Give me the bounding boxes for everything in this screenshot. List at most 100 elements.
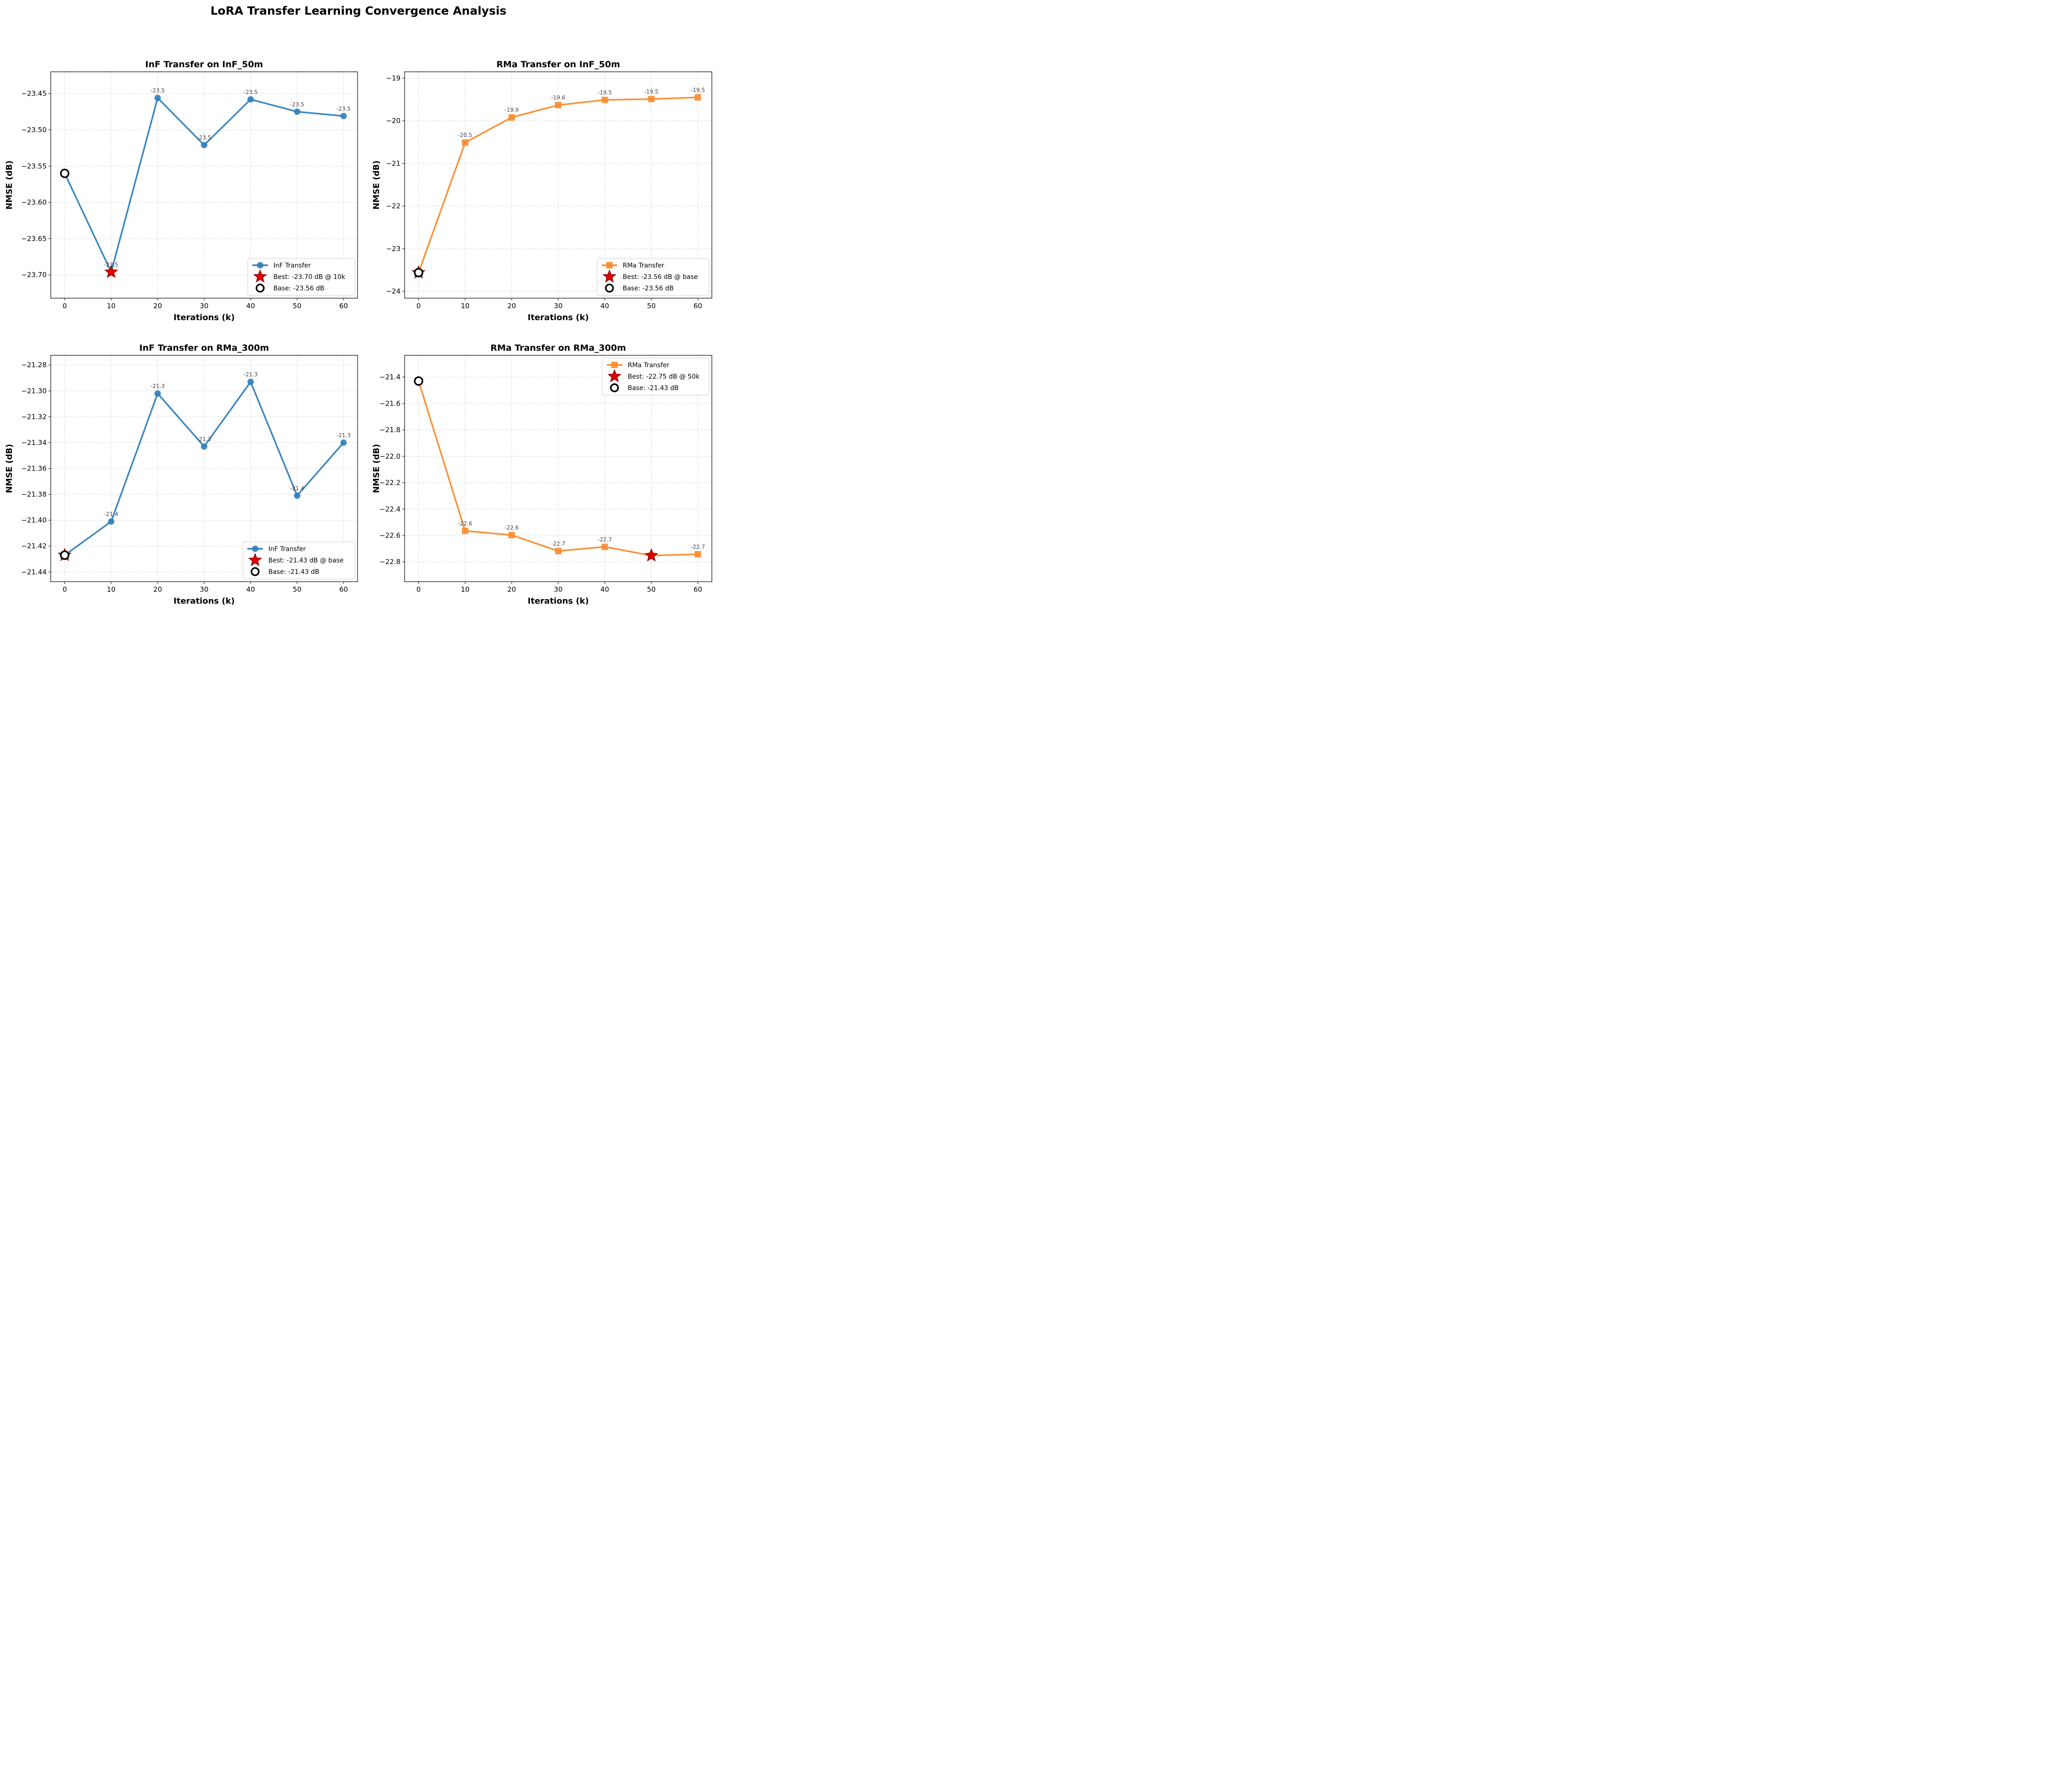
base-circle-marker xyxy=(414,268,423,278)
data-label: -19.6 xyxy=(551,95,565,101)
x-tick-label: 50 xyxy=(293,302,301,310)
grid xyxy=(51,355,358,582)
data-label: -23.5 xyxy=(336,106,351,112)
data-point xyxy=(340,439,347,446)
x-tick-label: 30 xyxy=(554,302,562,310)
legend-series-marker xyxy=(252,546,258,552)
figure-title: LoRA Transfer Learning Convergence Analy… xyxy=(210,4,507,17)
data-point xyxy=(154,95,161,102)
legend-best-label: Best: -23.70 dB @ 10k xyxy=(273,273,346,281)
y-tick-label: −21.34 xyxy=(21,439,47,447)
data-point xyxy=(340,112,347,119)
data-label: -22.7 xyxy=(551,541,565,547)
y-tick-label: −23.70 xyxy=(21,271,47,279)
y-tick-label: −21.36 xyxy=(21,465,47,473)
data-point xyxy=(247,378,254,385)
grid xyxy=(51,72,358,298)
base-circle-marker xyxy=(60,550,69,560)
x-tick-label: 20 xyxy=(507,585,516,594)
x-tick-label: 0 xyxy=(63,585,67,594)
data-point xyxy=(108,518,115,525)
legend-best-label: Best: -23.56 dB @ base xyxy=(623,273,698,281)
data-point xyxy=(247,96,254,103)
x-axis-label: Iterations (k) xyxy=(174,596,235,606)
data-point xyxy=(555,102,561,108)
legend-box xyxy=(597,258,710,296)
data-label: -22.6 xyxy=(505,525,519,531)
figure: LoRA Transfer Learning Convergence Analy… xyxy=(0,0,717,611)
legend-base-label: Base: -21.43 dB xyxy=(268,568,319,576)
x-tick-label: 30 xyxy=(200,302,208,310)
legend-series-label: RMa Transfer xyxy=(628,362,669,369)
y-tick-label: −22.0 xyxy=(379,452,401,460)
data-point xyxy=(201,443,208,450)
y-tick-label: −21.44 xyxy=(21,568,47,576)
x-tick-label: 50 xyxy=(293,585,301,594)
legend-box xyxy=(242,541,355,579)
x-tick-label: 60 xyxy=(694,585,702,594)
data-label: -19.9 xyxy=(505,107,519,113)
plot-frame xyxy=(50,71,358,299)
data-label: -23.5 xyxy=(150,87,165,94)
x-tick-label: 40 xyxy=(246,585,255,594)
x-tick-label: 20 xyxy=(153,585,162,594)
legend-series-marker xyxy=(611,362,618,368)
data-point xyxy=(294,492,300,499)
chart-title: InF Transfer on InF_50m xyxy=(145,59,263,70)
data-point xyxy=(508,532,515,539)
y-tick-label: −23.45 xyxy=(21,90,47,98)
y-tick-label: −21.8 xyxy=(379,426,401,434)
best-star-marker xyxy=(644,548,658,562)
data-point xyxy=(462,139,469,146)
data-label: -21.4 xyxy=(104,511,118,517)
x-tick-label: 10 xyxy=(461,302,470,310)
x-axis-label: Iterations (k) xyxy=(528,313,589,322)
chart-panel-2: 0 10 20 30 40 50 60 −19 −20 −21 −22 −23 −24 RMa Trans… xyxy=(372,59,712,322)
x-tick-label: 20 xyxy=(507,302,516,310)
base-circle-marker xyxy=(414,376,423,386)
legend-best-star-icon xyxy=(253,269,267,283)
x-tick-label: 0 xyxy=(417,302,421,310)
data-point xyxy=(508,114,515,121)
figure-background xyxy=(0,0,717,611)
x-tick-label: 40 xyxy=(600,585,609,594)
data-point xyxy=(201,142,208,149)
y-tick-label: −21.30 xyxy=(21,387,47,395)
chart-panel-1: 0 10 20 30 40 50 60 −23.45 −23.50 −23.55 −23.60 −23… xyxy=(5,59,358,322)
y-tick-label: −23.50 xyxy=(21,126,47,134)
legend: InF Transfer Best: -23.70 dB @ 10k Base: -… xyxy=(247,258,355,296)
x-tick-label: 0 xyxy=(63,302,67,310)
x-tick-label: 30 xyxy=(200,585,208,594)
legend-base-label: Base: -21.43 dB xyxy=(628,385,678,392)
base-circle-marker xyxy=(60,168,69,178)
data-label: -21.3 xyxy=(336,432,351,439)
y-tick-label: −23.60 xyxy=(21,198,47,207)
plot-frame xyxy=(404,71,712,299)
data-label: -21.3 xyxy=(150,383,165,389)
data-label: -19.5 xyxy=(691,87,705,93)
y-tick-label: −21.4 xyxy=(379,373,401,381)
legend-best-star-icon xyxy=(607,369,622,383)
data-label: -19.5 xyxy=(644,89,658,95)
x-axis-label: Iterations (k) xyxy=(174,313,235,322)
best-star-marker xyxy=(104,264,118,278)
x-tick-label: 20 xyxy=(153,302,162,310)
y-tick-label: −22.6 xyxy=(379,531,401,540)
y-tick-label: −21.42 xyxy=(21,542,47,550)
x-tick-label: 0 xyxy=(417,585,421,594)
y-tick-label: −22.2 xyxy=(379,479,401,487)
legend-base-label: Base: -23.56 dB xyxy=(273,285,324,292)
legend-series-marker xyxy=(257,262,263,268)
data-point xyxy=(294,108,300,115)
y-tick-label: −21.28 xyxy=(21,361,47,369)
legend-best-label: Best: -22.75 dB @ 50k xyxy=(628,373,700,380)
data-point xyxy=(694,94,701,101)
x-tick-label: 40 xyxy=(600,302,609,310)
legend-series-label: InF Transfer xyxy=(268,546,306,553)
y-tick-label: −23 xyxy=(386,245,401,253)
legend-base-label: Base: -23.56 dB xyxy=(623,285,673,292)
legend-series-marker xyxy=(606,262,613,268)
y-tick-label: −24 xyxy=(386,287,401,295)
data-point xyxy=(555,548,561,555)
chart-panel-3: 0 10 20 30 40 50 60 −21.28 −21.30 −21.32 −21.34 −21… xyxy=(5,343,358,606)
